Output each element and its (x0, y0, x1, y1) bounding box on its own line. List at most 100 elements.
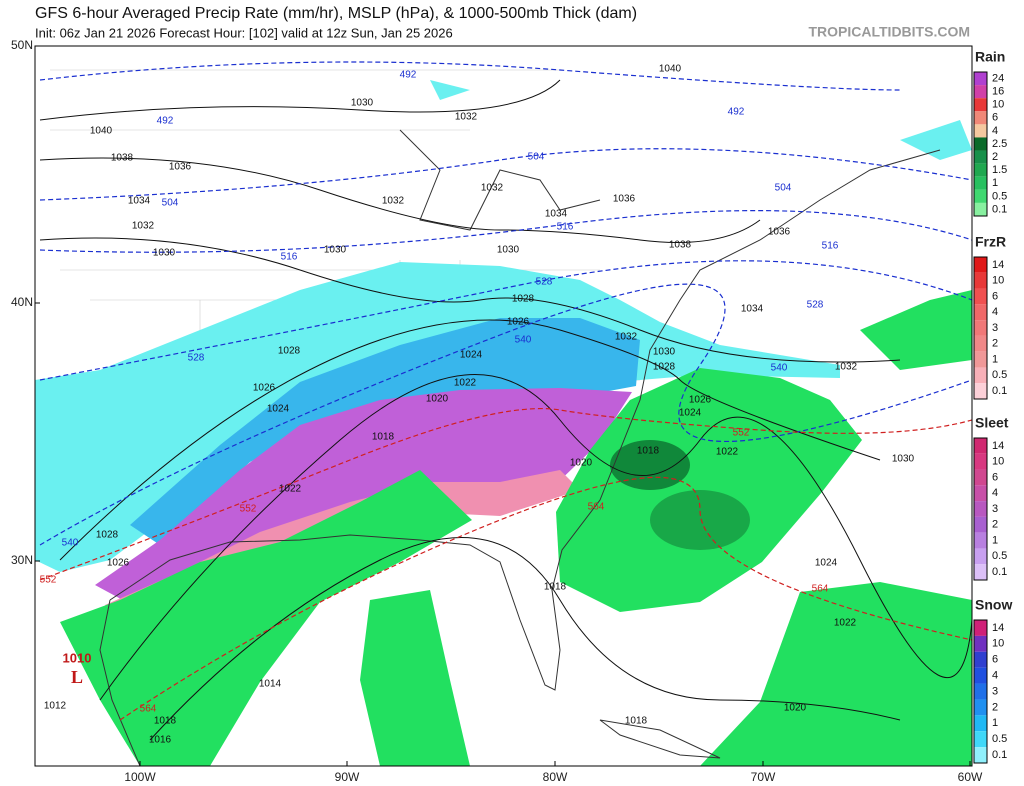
legend-swatch (974, 202, 987, 216)
isobar-label: 1032 (615, 332, 638, 343)
thickness-label: 540 (771, 363, 788, 374)
isobar-label: 1030 (892, 454, 915, 465)
thickness-label: 528 (536, 277, 553, 288)
isobar-label: 1018 (154, 716, 177, 727)
legend-swatch (974, 532, 987, 549)
legend-level: 0.5 (992, 733, 1007, 745)
isobar-label: 1022 (716, 447, 739, 458)
legend-level: 1 (992, 534, 998, 546)
legend-level: 6 (992, 290, 998, 302)
thickness-label: 540 (515, 335, 532, 346)
legend-title: FrzR (975, 234, 1006, 250)
isobar-label: 1026 (507, 317, 530, 328)
legend-swatch (974, 548, 987, 565)
thickness-label: 540 (62, 538, 79, 549)
isobar-label: 1032 (132, 221, 155, 232)
legend-swatch (974, 501, 987, 517)
legend-title: Sleet (975, 415, 1009, 431)
thickness-label: 516 (281, 252, 298, 263)
legend-level: 10 (992, 638, 1004, 650)
legend-level: 2 (992, 701, 998, 713)
latitude-label: 30N (11, 553, 33, 567)
legend-swatch (974, 335, 987, 352)
legend-level: 4 (992, 487, 998, 499)
legend-swatch (974, 667, 987, 684)
legend-swatch (974, 699, 987, 716)
legend-swatch (974, 176, 987, 190)
thickness-label: 492 (728, 107, 745, 118)
isobar-label: 1028 (653, 362, 676, 373)
legend-level: 1 (992, 717, 998, 729)
thickness-label: 492 (157, 116, 174, 127)
legend-level: 1 (992, 177, 998, 189)
low-symbol: L (71, 667, 83, 687)
isobar-label: 1028 (278, 346, 301, 357)
legend-level: 6 (992, 654, 998, 666)
legend-frame (973, 437, 988, 581)
legend-frame (973, 619, 988, 764)
thickness-label: 564 (140, 704, 157, 715)
isobar-label: 1030 (497, 245, 520, 256)
legend-swatch (974, 620, 987, 636)
longitude-label: 70W (751, 770, 776, 784)
legend-swatch (974, 564, 987, 580)
legend-level: 0.1 (992, 566, 1007, 578)
legend-level: 1.5 (992, 164, 1007, 176)
isobar-label: 1020 (570, 458, 593, 469)
isobar-label: 1038 (111, 153, 134, 164)
thickness-label: 528 (807, 300, 824, 311)
legend-level: 0.1 (992, 385, 1007, 397)
legend-level: 0.5 (992, 550, 1007, 562)
legend-swatch (974, 320, 987, 336)
isobar-label: 1030 (153, 248, 176, 259)
isobar-label: 1032 (835, 362, 858, 373)
legend-swatch (974, 304, 987, 321)
isobar-label: 1026 (689, 395, 712, 406)
isobar-label: 1034 (741, 304, 764, 315)
legend-level: 14 (992, 259, 1004, 271)
isobar-label: 1032 (382, 196, 405, 207)
subtitle: Init: 06z Jan 21 2026 Forecast Hour: [10… (35, 25, 453, 40)
isobar-label: 1012 (44, 701, 67, 712)
legend-level: 1 (992, 353, 998, 365)
legend-swatch (974, 85, 987, 99)
legend-level: 4 (992, 670, 998, 682)
legend-level: 3 (992, 685, 998, 697)
isobar-label: 1022 (454, 378, 477, 389)
legend-level: 2 (992, 151, 998, 163)
thickness-label: 528 (188, 353, 205, 364)
latitude-label: 40N (11, 295, 33, 309)
legend-level: 10 (992, 99, 1004, 111)
title: GFS 6-hour Averaged Precip Rate (mm/hr),… (35, 5, 637, 22)
legend-swatch (974, 150, 987, 164)
legend-level: 2 (992, 338, 998, 350)
legend-swatch (974, 715, 987, 732)
legend-swatch (974, 72, 987, 86)
isobar-label: 1016 (149, 735, 172, 746)
legend-frame (973, 71, 988, 217)
thickness-label: 552 (240, 504, 257, 515)
isobar-label: 1036 (613, 194, 636, 205)
thickness-label: 552 (40, 575, 57, 586)
isobar-label: 1020 (784, 703, 807, 714)
isobar-label: 1032 (455, 112, 478, 123)
thickness-label: 504 (775, 183, 792, 194)
isobar-label: 1030 (653, 347, 676, 358)
legend-swatch (974, 651, 987, 668)
isobar-label: 1024 (679, 408, 702, 419)
isobar-label: 1038 (669, 240, 692, 251)
isobar-label: 1024 (815, 558, 838, 569)
legend-swatch (974, 272, 987, 289)
map (35, 46, 972, 766)
legend-level: 0.5 (992, 190, 1007, 202)
legend-swatch (974, 485, 987, 502)
legend-level: 4 (992, 125, 998, 137)
legend-level: 0.1 (992, 203, 1007, 215)
isobar-label: 1026 (107, 558, 130, 569)
isobar-label: 1018 (637, 446, 660, 457)
legend-swatch (974, 383, 987, 399)
legend-swatch (974, 469, 987, 486)
isobar-label: 1034 (128, 196, 151, 207)
isobar-label: 1018 (372, 432, 395, 443)
